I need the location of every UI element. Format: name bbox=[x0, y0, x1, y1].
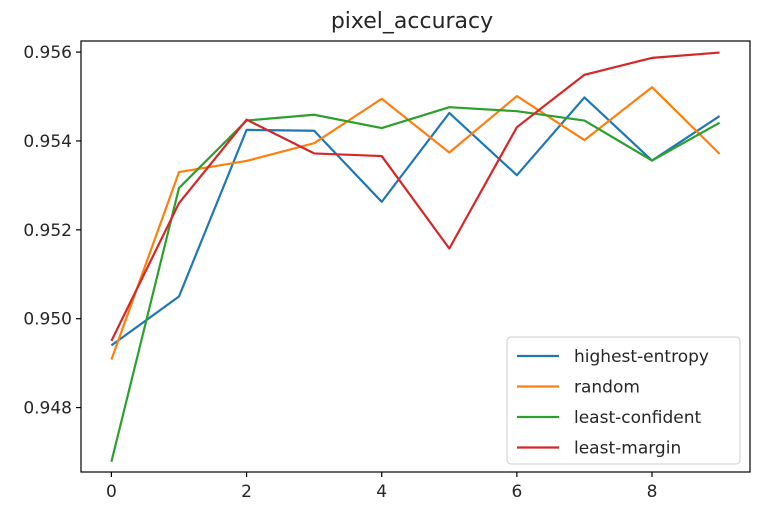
legend-label-least-margin: least-margin bbox=[574, 439, 681, 459]
legend-label-random: random bbox=[574, 378, 640, 398]
series-line-random bbox=[110, 86, 721, 360]
legend-label-least-confident: least-confident bbox=[574, 408, 702, 428]
plot-frame bbox=[80, 40, 751, 473]
y-tick-label-0.952: 0.952 bbox=[23, 221, 72, 241]
x-tick-label-2: 2 bbox=[241, 482, 252, 502]
y-tick-label-0.956: 0.956 bbox=[23, 43, 72, 63]
series-line-highest-entropy bbox=[110, 96, 721, 347]
legend-label-highest-entropy: highest-entropy bbox=[574, 347, 709, 367]
x-tick-label-8: 8 bbox=[647, 482, 658, 502]
x-axis: 0 2 4 6 8 bbox=[106, 472, 657, 502]
plot-lines bbox=[110, 51, 721, 463]
chart-title: pixel_accuracy bbox=[331, 9, 493, 34]
series-line-least-confident bbox=[110, 106, 721, 463]
y-tick-label-0.950: 0.950 bbox=[23, 310, 72, 330]
y-tick-label-0.948: 0.948 bbox=[23, 399, 72, 419]
legend-box bbox=[506, 336, 741, 465]
x-tick-label-6: 6 bbox=[511, 482, 522, 502]
x-tick-label-4: 4 bbox=[376, 482, 387, 502]
y-tick-label-0.954: 0.954 bbox=[23, 132, 72, 152]
y-axis: 0.948 0.950 0.952 0.954 0.956 bbox=[23, 43, 81, 419]
series-line-least-margin bbox=[110, 51, 720, 342]
legend: highest-entropy random least-confident leas… bbox=[506, 336, 741, 465]
x-tick-label-0: 0 bbox=[106, 482, 117, 502]
